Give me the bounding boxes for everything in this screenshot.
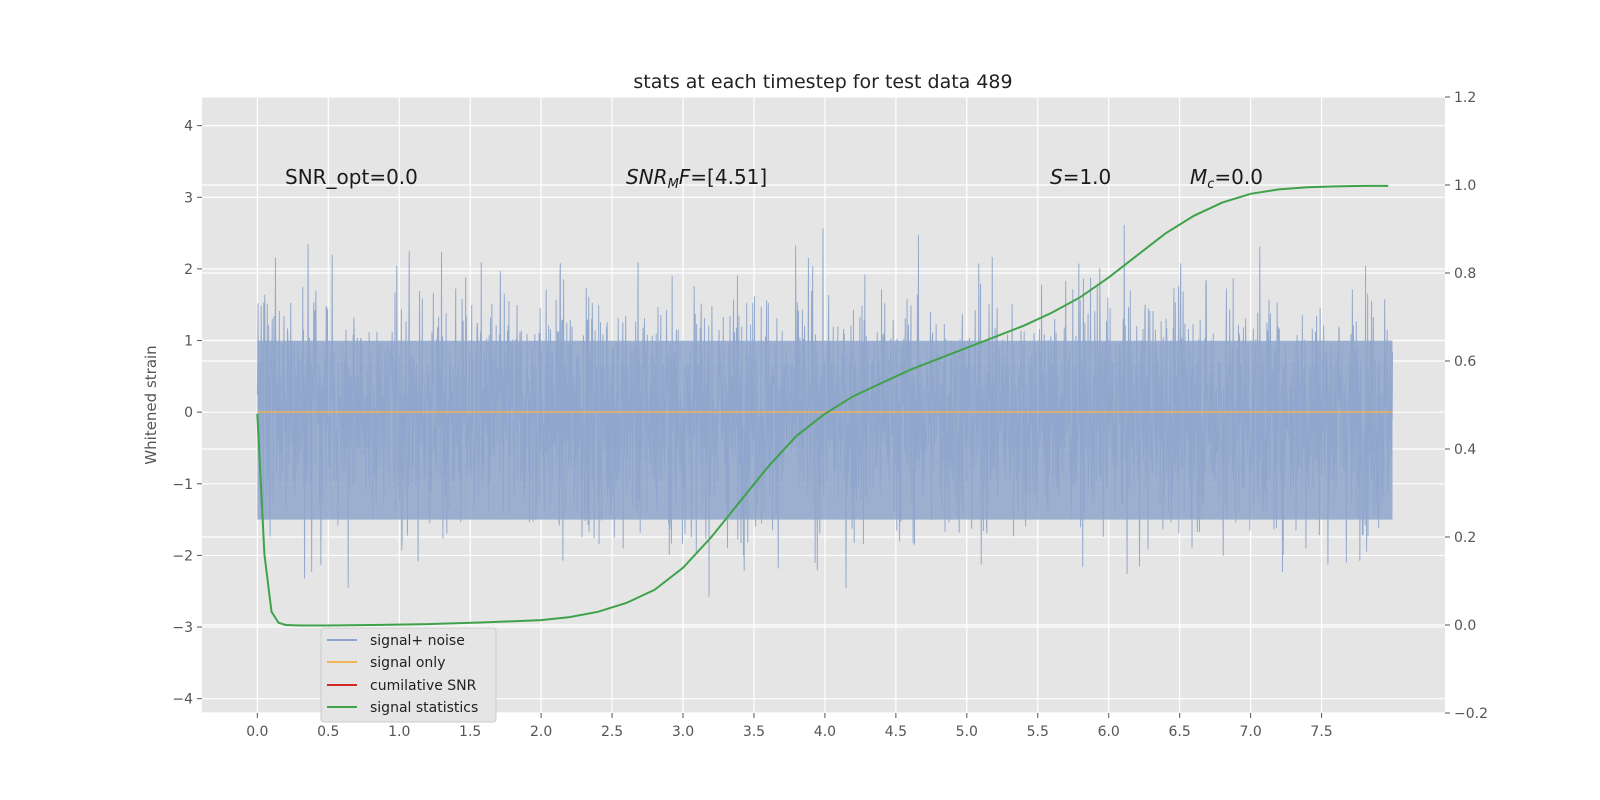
y2-tick-label: 0.4 bbox=[1454, 442, 1476, 458]
signal-noise-series bbox=[256, 224, 1393, 597]
x-tick-label: 7.5 bbox=[1310, 724, 1332, 740]
x-tick-label: 6.5 bbox=[1169, 724, 1191, 740]
y2-tick-label: 0.6 bbox=[1454, 354, 1476, 370]
y-axis-label: Whitened strain bbox=[142, 345, 160, 464]
x-tick-label: 4.5 bbox=[885, 724, 907, 740]
y2-tick-label: 1.0 bbox=[1454, 178, 1476, 194]
y-tick-label: 0 bbox=[184, 405, 193, 421]
annotation-snr-mf-sub: M bbox=[668, 177, 679, 192]
x-axis-ticks: 0.0 0.5 1.0 1.5 2.0 2.5 3.0 3.5 4.0 4.5 5.0 5.5 6.0 6… bbox=[246, 713, 1333, 740]
annotation-mc-sub: c bbox=[1207, 177, 1214, 192]
signal-noise-band bbox=[257, 340, 1393, 520]
y2-tick-label: 1.2 bbox=[1454, 90, 1476, 106]
y-tick-label: 3 bbox=[184, 190, 193, 206]
y-tick-label: 2 bbox=[184, 262, 193, 278]
legend-box bbox=[320, 627, 497, 723]
annotation-mc: Mc=0.0 bbox=[1190, 165, 1263, 192]
annotation-snr-mf-main: SNR bbox=[626, 165, 668, 189]
y2-axis-ticks: −0.2 0.0 0.2 0.4 0.6 0.8 1.0 1.2 bbox=[1445, 90, 1488, 722]
y-tick-label: 4 bbox=[184, 119, 193, 135]
y-tick-label: −3 bbox=[172, 620, 193, 636]
annotation-s-var: S bbox=[1050, 165, 1063, 189]
y-tick-label: 1 bbox=[184, 334, 193, 350]
x-tick-label: 0.0 bbox=[246, 724, 268, 740]
annotation-snr-mf-rest: =[4.51] bbox=[690, 165, 767, 189]
x-tick-label: 1.0 bbox=[388, 724, 410, 740]
y-tick-label: −2 bbox=[172, 548, 193, 564]
annotation-s-rest: =1.0 bbox=[1063, 165, 1112, 189]
legend-label-cumulative-snr: cumilative SNR bbox=[370, 678, 477, 694]
x-tick-label: 5.0 bbox=[956, 724, 978, 740]
y2-tick-label: 0.2 bbox=[1454, 530, 1476, 546]
y2-tick-label: 0.8 bbox=[1454, 266, 1476, 282]
x-tick-label: 2.5 bbox=[601, 724, 623, 740]
annotation-snr-mf: SNRMF=[4.51] bbox=[626, 165, 767, 192]
legend-label-signal-only: signal only bbox=[370, 655, 445, 671]
legend-label-signal-statistics: signal statistics bbox=[370, 700, 478, 716]
x-tick-label: 3.0 bbox=[672, 724, 694, 740]
annotation-mc-rest: =0.0 bbox=[1214, 165, 1263, 189]
annotation-snr-opt: SNR_opt=0.0 bbox=[285, 165, 418, 189]
y-tick-label: −1 bbox=[172, 477, 193, 493]
x-tick-label: 5.5 bbox=[1027, 724, 1049, 740]
annotation-snr-mf-var: F bbox=[679, 165, 691, 189]
x-tick-label: 1.5 bbox=[459, 724, 481, 740]
y-tick-label: −4 bbox=[172, 692, 193, 708]
y-axis-ticks: −4 −3 −2 −1 0 1 2 3 4 bbox=[172, 119, 202, 708]
x-tick-label: 6.0 bbox=[1098, 724, 1120, 740]
x-tick-label: 3.5 bbox=[743, 724, 765, 740]
chart-title: stats at each timestep for test data 489 bbox=[633, 71, 1012, 93]
y2-tick-label: −0.2 bbox=[1454, 706, 1488, 722]
signal-statistics-line bbox=[256, 184, 1389, 627]
x-tick-label: 7.0 bbox=[1239, 724, 1261, 740]
y2-tick-label: 0.0 bbox=[1454, 618, 1476, 634]
x-tick-label: 0.5 bbox=[317, 724, 339, 740]
annotation-s: S=1.0 bbox=[1050, 165, 1111, 189]
legend-label-signal-noise: signal+ noise bbox=[370, 633, 465, 649]
x-tick-label: 4.0 bbox=[814, 724, 836, 740]
legend: signal+ noise signal only cumilative SNR… bbox=[320, 627, 497, 723]
annotation-mc-var: M bbox=[1190, 165, 1207, 189]
x-tick-label: 2.0 bbox=[530, 724, 552, 740]
